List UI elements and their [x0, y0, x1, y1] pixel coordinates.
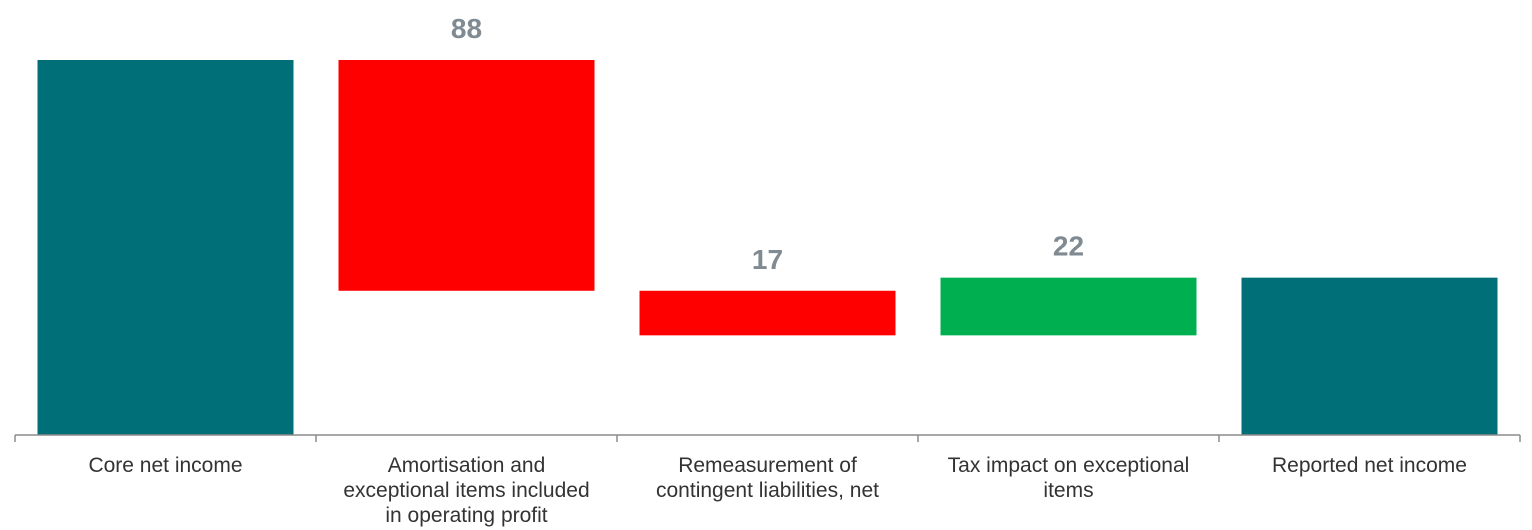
category-label-2: Remeasurement of contingent liabilities, …	[656, 454, 879, 502]
category-label-line: Core net income	[88, 454, 242, 477]
category-label-line: in operating profit	[385, 504, 547, 527]
x-axis	[14, 434, 1521, 442]
category-label-line: Reported net income	[1272, 454, 1467, 477]
category-label-3: Tax impact on exceptional items	[948, 454, 1190, 502]
bar-total-4	[1241, 277, 1498, 435]
value-label-2: 17	[752, 244, 783, 275]
bar-total-0	[37, 60, 294, 435]
category-label-line: exceptional items included	[343, 479, 589, 502]
value-labels-group: 88 17 22	[451, 13, 1084, 275]
category-label-line: Remeasurement of	[678, 454, 857, 477]
category-label-line: Amortisation and	[388, 454, 546, 477]
bars-group	[37, 60, 1498, 435]
category-label-1: Amortisation and exceptional items includ…	[343, 454, 589, 527]
category-labels-group: Core net income Amortisation and exception…	[88, 454, 1467, 527]
category-label-4: Reported net income	[1272, 454, 1467, 477]
value-label-1: 88	[451, 13, 482, 44]
bar-decrease-1	[338, 60, 595, 291]
value-label-3: 22	[1053, 231, 1084, 262]
category-label-line: Tax impact on exceptional	[948, 454, 1190, 477]
category-label-line: items	[1043, 479, 1093, 502]
category-label-0: Core net income	[88, 454, 242, 477]
bar-increase-3	[940, 277, 1197, 336]
bar-decrease-2	[639, 290, 896, 336]
category-label-line: contingent liabilities, net	[656, 479, 879, 502]
